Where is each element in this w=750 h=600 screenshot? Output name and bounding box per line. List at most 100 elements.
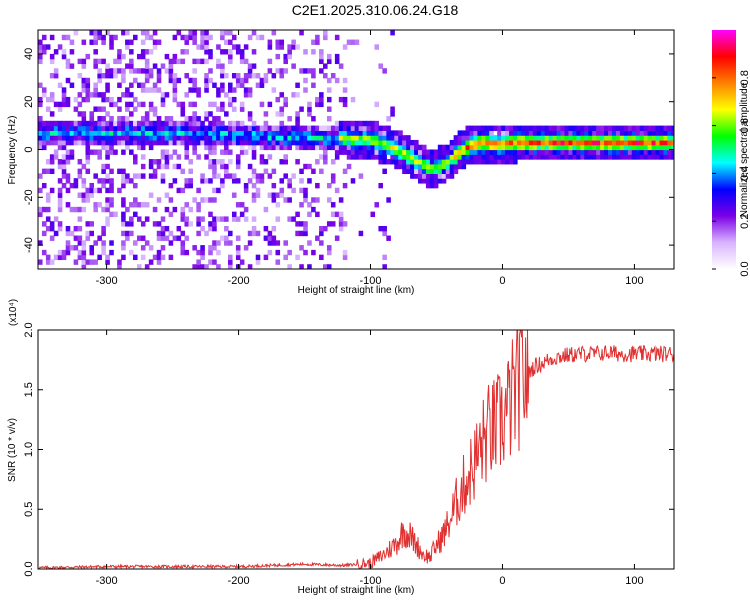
spectrogram-cell: [655, 144, 661, 151]
spectrogram-cell: [89, 125, 95, 131]
spectrogram-cell: [299, 106, 304, 112]
spectrogram-cell: [65, 120, 71, 127]
spectrogram-cell: [509, 130, 514, 136]
spectrogram-cell: [73, 206, 79, 213]
spectrogram-cell: [97, 139, 102, 146]
spectrogram-cell: [224, 240, 229, 246]
spectrogram-cell: [89, 130, 95, 136]
spectrogram-cell: [635, 135, 641, 141]
spectrogram-cell: [140, 130, 146, 136]
spectrogram-cell: [449, 149, 455, 155]
spectrogram-cell: [627, 125, 633, 131]
spectrogram-cell: [473, 125, 478, 131]
spectrogram-cell: [425, 178, 431, 184]
spectrogram-cell: [49, 154, 55, 160]
spectrogram-cell: [57, 120, 63, 127]
spectrogram-cell: [176, 101, 182, 108]
spectrogram-cell: [287, 264, 292, 269]
spectrogram-cell: [465, 139, 471, 146]
spectrogram-y-tick-label: -20: [23, 189, 35, 205]
spectrogram-cell: [588, 144, 593, 151]
spectrogram-cell: [374, 120, 380, 127]
spectrogram-cell: [109, 249, 114, 256]
spectrogram-cell: [109, 144, 114, 151]
spectrogram-cell: [299, 130, 304, 136]
spectrogram-cell: [129, 249, 134, 256]
spectrogram-cell: [93, 240, 98, 246]
spectrogram-cell: [394, 135, 399, 141]
spectrogram-cell: [263, 235, 269, 241]
spectrogram-cell: [418, 144, 423, 151]
spectrogram-x-tick-label: -100: [359, 275, 381, 287]
spectrogram-cell: [152, 168, 158, 174]
spectrogram-cell: [172, 130, 178, 136]
spectrogram-cell: [374, 154, 380, 160]
spectrogram-cell: [239, 58, 245, 65]
spectrogram-cell: [144, 202, 150, 208]
spectrogram-cell: [350, 139, 356, 146]
spectrogram-cell: [188, 34, 193, 41]
spectrogram-cell: [65, 230, 71, 237]
spectrogram-cell: [180, 245, 186, 251]
spectrogram-cell: [73, 225, 79, 232]
spectrogram-cell: [140, 154, 146, 160]
spectrogram-cell: [220, 120, 225, 127]
spectrogram-cell: [148, 68, 154, 74]
spectrogram-cell: [540, 149, 546, 155]
spectrogram-cell: [639, 154, 645, 160]
spectrogram-cell: [117, 125, 122, 131]
spectrogram-cell: [548, 135, 554, 141]
spectrogram-cell: [228, 135, 233, 141]
spectrogram-cell: [117, 58, 122, 65]
spectrogram-cell: [501, 144, 506, 151]
spectrogram-cell: [77, 73, 83, 79]
spectrogram-cell: [109, 182, 114, 189]
spectrogram-cell: [580, 135, 585, 141]
spectrogram-cell: [263, 77, 269, 84]
spectrogram-cell: [212, 216, 217, 222]
spectrogram-cell: [307, 130, 312, 136]
spectrogram-cell: [414, 139, 419, 146]
spectrogram-cell: [239, 135, 245, 141]
spectrogram-cell: [255, 135, 261, 141]
spectrogram-cell: [49, 111, 55, 117]
spectrogram-cell: [129, 230, 134, 237]
spectrogram-cell: [568, 130, 573, 136]
spectrogram-cell: [216, 249, 221, 256]
spectrogram-cell: [283, 68, 288, 74]
spectrogram-cell: [433, 163, 439, 170]
spectrogram-cell: [330, 135, 336, 141]
spectrogram-cell: [473, 149, 478, 155]
spectrogram-cell: [596, 154, 601, 160]
spectrogram-cell: [303, 221, 308, 227]
spectrogram-cell: [303, 163, 308, 170]
spectrogram-cell: [663, 130, 669, 136]
spectrogram-cell: [402, 144, 407, 151]
spectrogram-cell: [267, 235, 273, 241]
spectrogram-cell: [41, 44, 47, 50]
spectrogram-cell: [631, 144, 637, 151]
spectrogram-cell: [69, 39, 75, 45]
spectrogram-cell: [212, 225, 217, 232]
spectrogram-cell: [243, 44, 249, 50]
snr-y-tick-label: 2.0: [23, 322, 35, 337]
spectrogram-cell: [323, 130, 328, 136]
spectrogram-cell: [105, 125, 110, 131]
spectrogram-cell: [263, 125, 269, 131]
spectrogram-cell: [65, 63, 71, 69]
spectrogram-cell: [105, 149, 110, 155]
spectrogram-cell: [544, 130, 550, 136]
spectrogram-cell: [77, 101, 83, 108]
spectrogram-cell: [592, 154, 597, 160]
spectrogram-cell: [275, 53, 281, 60]
spectrogram-cell: [136, 264, 142, 269]
spectrogram-cell: [627, 149, 633, 155]
spectrogram-cell: [212, 139, 217, 146]
spectrogram-cell: [560, 144, 566, 151]
spectrogram-cell: [212, 144, 217, 151]
spectrogram-cell: [520, 139, 526, 146]
spectrogram-cell: [125, 235, 130, 241]
spectrogram-cell: [255, 82, 261, 88]
spectrogram-cell: [125, 44, 130, 50]
spectrogram-cell: [69, 135, 75, 141]
